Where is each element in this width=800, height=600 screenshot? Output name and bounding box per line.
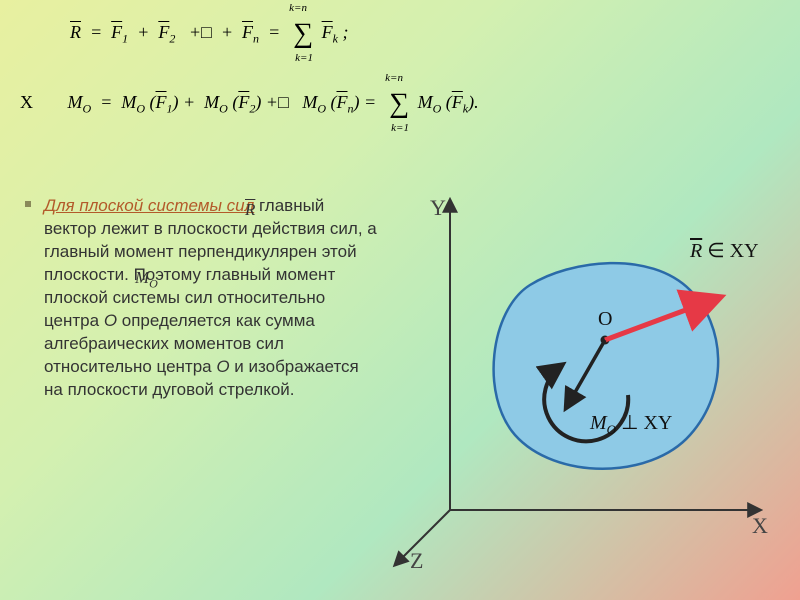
eq1-F1: F [111,22,122,42]
eq1-F2: F [158,22,169,42]
body-paragraph: Для плоской системы сил главный вектор л… [30,195,380,401]
eq1-Fn: F [242,22,253,42]
r-annotation: R ∈ XY [690,238,759,263]
equation-2: X MO = MO (F1) + MO (F2) +□ MO (Fn) = k=… [20,88,479,148]
m-annotation: MO ⊥ XY [590,410,672,438]
eq1-R: R [70,22,81,42]
eq1-Fk: F [322,22,333,42]
inline-R: R [245,199,255,222]
eq2-X: X [20,92,33,112]
sigma-icon: k=n ∑ k=1 [293,18,313,50]
axis-x-label: X [752,513,768,539]
diagram-3d: Y X Z O R ∈ XY MO ⊥ XY [380,180,780,580]
bullet-icon [25,201,31,207]
body-text-1: главный вектор лежит в плоскости действи… [44,196,377,330]
axis-z-label: Z [410,548,423,574]
equation-1: R = F1 + F2 +□ + Fn = k=n ∑ k=1 Fk ; [70,18,479,78]
inline-MO: MO [135,267,158,292]
lead-text: Для плоской системы сил [44,196,254,215]
sigma-icon: k=n ∑ k=1 [389,88,409,120]
axis-y-label: Y [430,195,446,221]
origin-label: O [598,308,612,331]
